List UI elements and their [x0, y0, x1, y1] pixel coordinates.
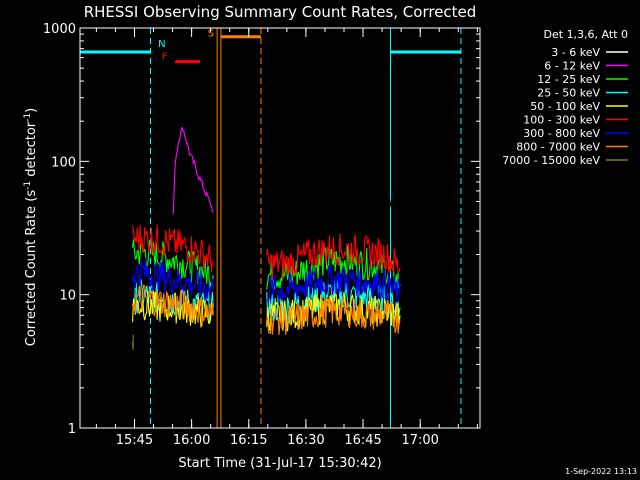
legend-entry-label: 7000 - 15000 keV	[502, 154, 600, 167]
series-6-12kev-line	[172, 126, 214, 215]
legend-entry-label: 12 - 25 keV	[537, 73, 600, 86]
legend-entry-label: 100 - 300 keV	[523, 114, 600, 127]
x-axis-label: Start Time (31-Jul-17 15:30:42)	[178, 456, 381, 471]
plot-area: NF S	[79, 27, 481, 429]
series-100-300kev-line	[132, 224, 401, 280]
x-tick-label: 16:45	[344, 433, 381, 448]
legend-entry-label: 25 - 50 keV	[537, 87, 600, 100]
plot-frame	[79, 27, 481, 429]
legend-entry-label: 50 - 100 keV	[530, 100, 600, 113]
y-axis-label: Corrected Count Rate (s-1 detector-1)	[23, 108, 39, 346]
x-tick-label: 16:15	[230, 433, 267, 448]
footer-timestamp: 1-Sep-2022 13:13	[565, 467, 637, 476]
series-800-7000kev-line	[132, 283, 401, 336]
legend-entry-label: 300 - 800 keV	[523, 127, 600, 140]
series-3-6kev-line	[132, 148, 407, 388]
series-7000-15000kev-line	[132, 334, 134, 350]
y-tick-label: 10	[59, 289, 76, 304]
x-tick-label: 16:00	[173, 433, 210, 448]
x-axis-ticks: 15:45 16:00 16:15 16:30 16:45 17:00	[95, 28, 478, 448]
x-tick-label: 17:00	[401, 433, 438, 448]
legend-title: Det 1,3,6, Att 0	[544, 28, 628, 41]
y-tick-label: 1000	[43, 22, 76, 37]
annotation-n: N	[158, 39, 165, 50]
y-axis-ticks: 1 10 100 1000	[43, 22, 480, 437]
series-300-800kev-line	[132, 257, 401, 304]
y-tick-label: 1	[68, 422, 76, 437]
x-tick-label: 16:30	[287, 433, 324, 448]
chart-title: RHESSI Observing Summary Count Rates, Co…	[84, 3, 477, 21]
y-tick-label: 100	[51, 155, 76, 170]
legend-entry-label: 6 - 12 keV	[544, 60, 600, 73]
annotation-f: F	[162, 52, 168, 63]
annotation-s: S	[208, 29, 214, 40]
legend-entry-label: 800 - 7000 keV	[516, 141, 600, 154]
x-tick-label: 15:45	[116, 433, 153, 448]
legend-entry-label: 3 - 6 keV	[551, 46, 600, 59]
